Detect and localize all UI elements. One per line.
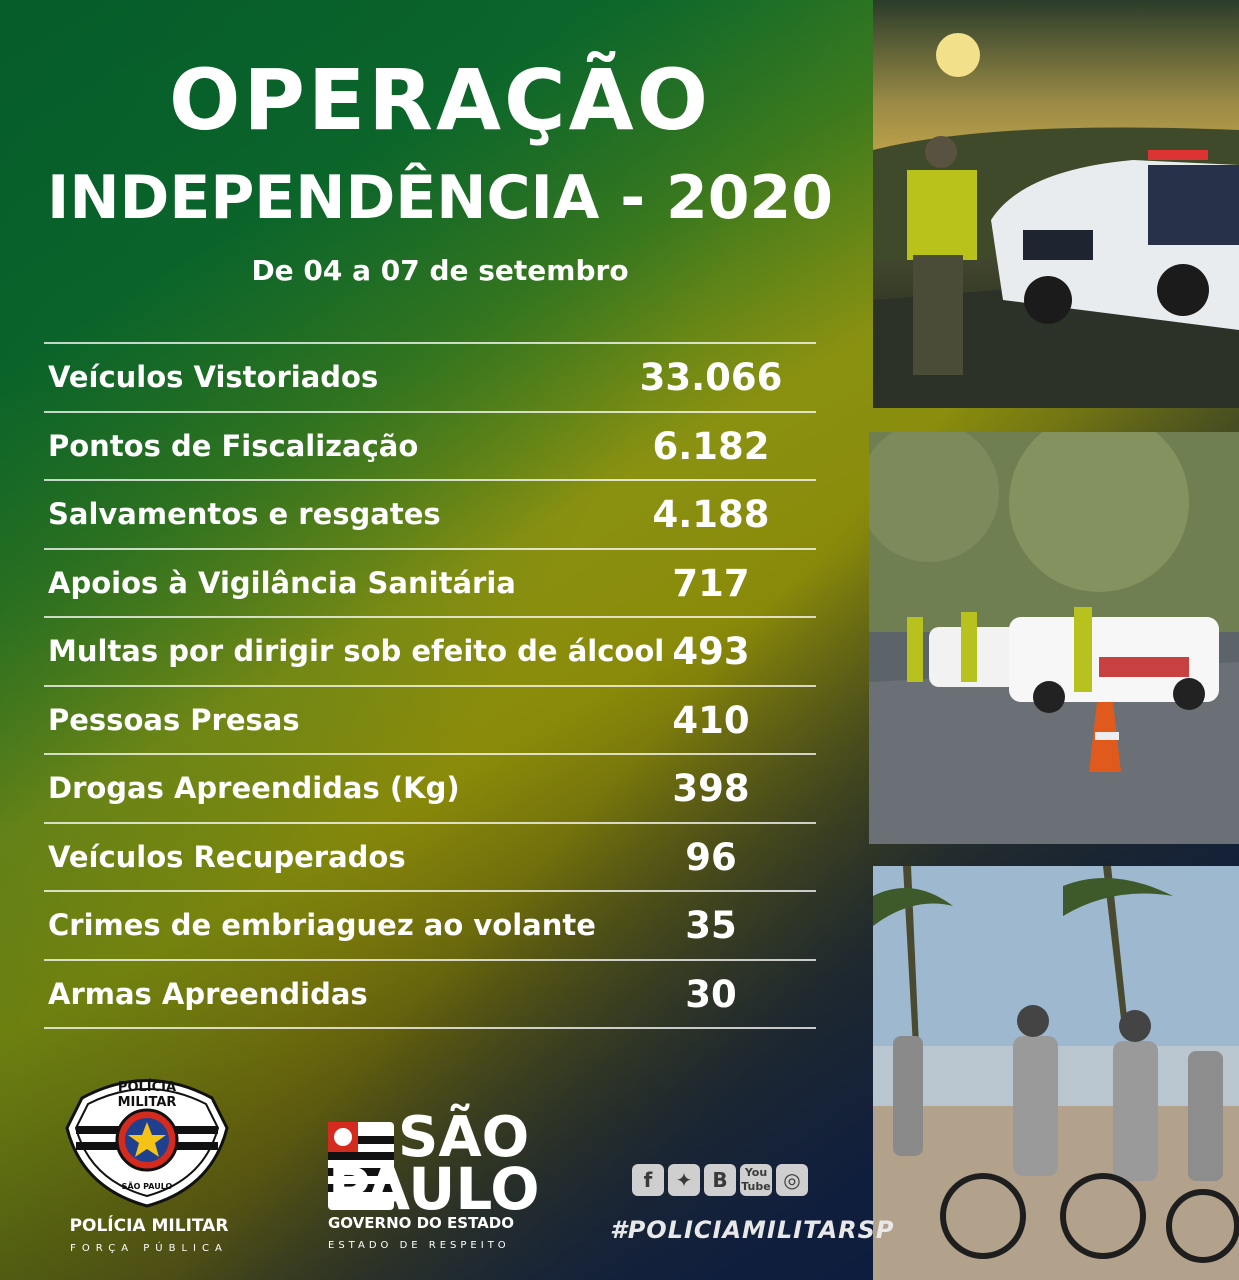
page-title: OPERAÇÃO	[168, 51, 712, 149]
stat-row: Veículos Recuperados 96	[44, 821, 816, 891]
stat-value: 398	[672, 767, 750, 810]
twitter-icon[interactable]: ✦	[668, 1164, 700, 1196]
stat-row: Pessoas Presas 410	[44, 684, 816, 754]
stat-row: Apoios à Vigilância Sanitária 717	[44, 547, 816, 617]
stat-row: Crimes de embriaguez ao volante 35	[44, 890, 816, 959]
stat-value: 717	[672, 561, 750, 605]
date-range: De 04 a 07 de setembro	[251, 254, 629, 287]
stat-value: 4.188	[652, 493, 770, 536]
photo-beach-bike-patrol	[873, 866, 1239, 1280]
pm-badge-bottom-text: SÃO PAULO	[121, 1182, 173, 1191]
stat-row: Drogas Apreendidas (Kg) 398	[44, 753, 816, 822]
photo-road-patrol	[873, 0, 1239, 408]
social-icons: f ✦ B You Tube ◎	[632, 1164, 808, 1198]
photo-checkpoint	[869, 432, 1239, 844]
sp-logo-line1: SÃO	[398, 1105, 530, 1170]
hashtag[interactable]: #POLICIAMILITARSP	[610, 1216, 895, 1244]
stat-row: Armas Apreendidas 30	[44, 958, 816, 1029]
stat-value: 6.182	[652, 424, 770, 468]
stat-label: Drogas Apreendidas (Kg)	[48, 771, 460, 805]
stat-label: Multas por dirigir sob efeito de álcool	[48, 634, 665, 668]
stat-value: 493	[672, 630, 750, 673]
policia-militar-badge-icon: POLÍCIA MILITAR SÃO PAULO	[62, 1068, 232, 1208]
stat-label: Apoios à Vigilância Sanitária	[48, 565, 516, 600]
stat-label: Pontos de Fiscalização	[48, 428, 419, 463]
stat-value: 96	[685, 835, 737, 879]
stat-label: Armas Apreendidas	[48, 976, 368, 1011]
stat-value: 35	[685, 904, 737, 947]
sp-motto: ESTADO DE RESPEITO	[328, 1240, 510, 1251]
stat-label: Pessoas Presas	[48, 702, 300, 737]
sp-logo-line2: PAULO	[328, 1155, 540, 1223]
stats-table: Veículos Vistoriados 33.066 Pontos de Fis…	[44, 342, 816, 1029]
stat-label: Veículos Recuperados	[48, 839, 406, 874]
stat-label: Veículos Vistoriados	[48, 360, 379, 394]
stat-row: Pontos de Fiscalização 6.182	[44, 410, 816, 480]
youtube-icon[interactable]: You Tube	[740, 1164, 772, 1196]
stat-row: Veículos Vistoriados 33.066	[44, 342, 816, 411]
instagram-icon[interactable]: ◎	[776, 1164, 808, 1196]
sp-government-label: GOVERNO DO ESTADO	[328, 1214, 514, 1232]
stat-label: Crimes de embriaguez ao volante	[48, 908, 596, 942]
sao-paulo-flag-icon	[328, 1122, 394, 1210]
facebook-icon[interactable]: f	[632, 1164, 664, 1196]
stat-value: 30	[685, 972, 737, 1016]
pm-badge-text: POLÍCIA MILITAR	[117, 1080, 177, 1110]
stat-row: Multas por dirigir sob efeito de álcool 4…	[44, 616, 816, 685]
pm-name: POLÍCIA MILITAR	[69, 1216, 229, 1236]
blogger-icon[interactable]: B	[704, 1164, 736, 1196]
stat-value: 410	[672, 698, 750, 742]
stat-value: 33.066	[639, 356, 783, 399]
stat-row: Salvamentos e resgates 4.188	[44, 479, 816, 548]
stat-label: Salvamentos e resgates	[48, 497, 441, 531]
page-title-secondary: INDEPENDÊNCIA - 2020	[47, 163, 833, 233]
pm-subtitle: FORÇA PÚBLICA	[70, 1243, 228, 1254]
